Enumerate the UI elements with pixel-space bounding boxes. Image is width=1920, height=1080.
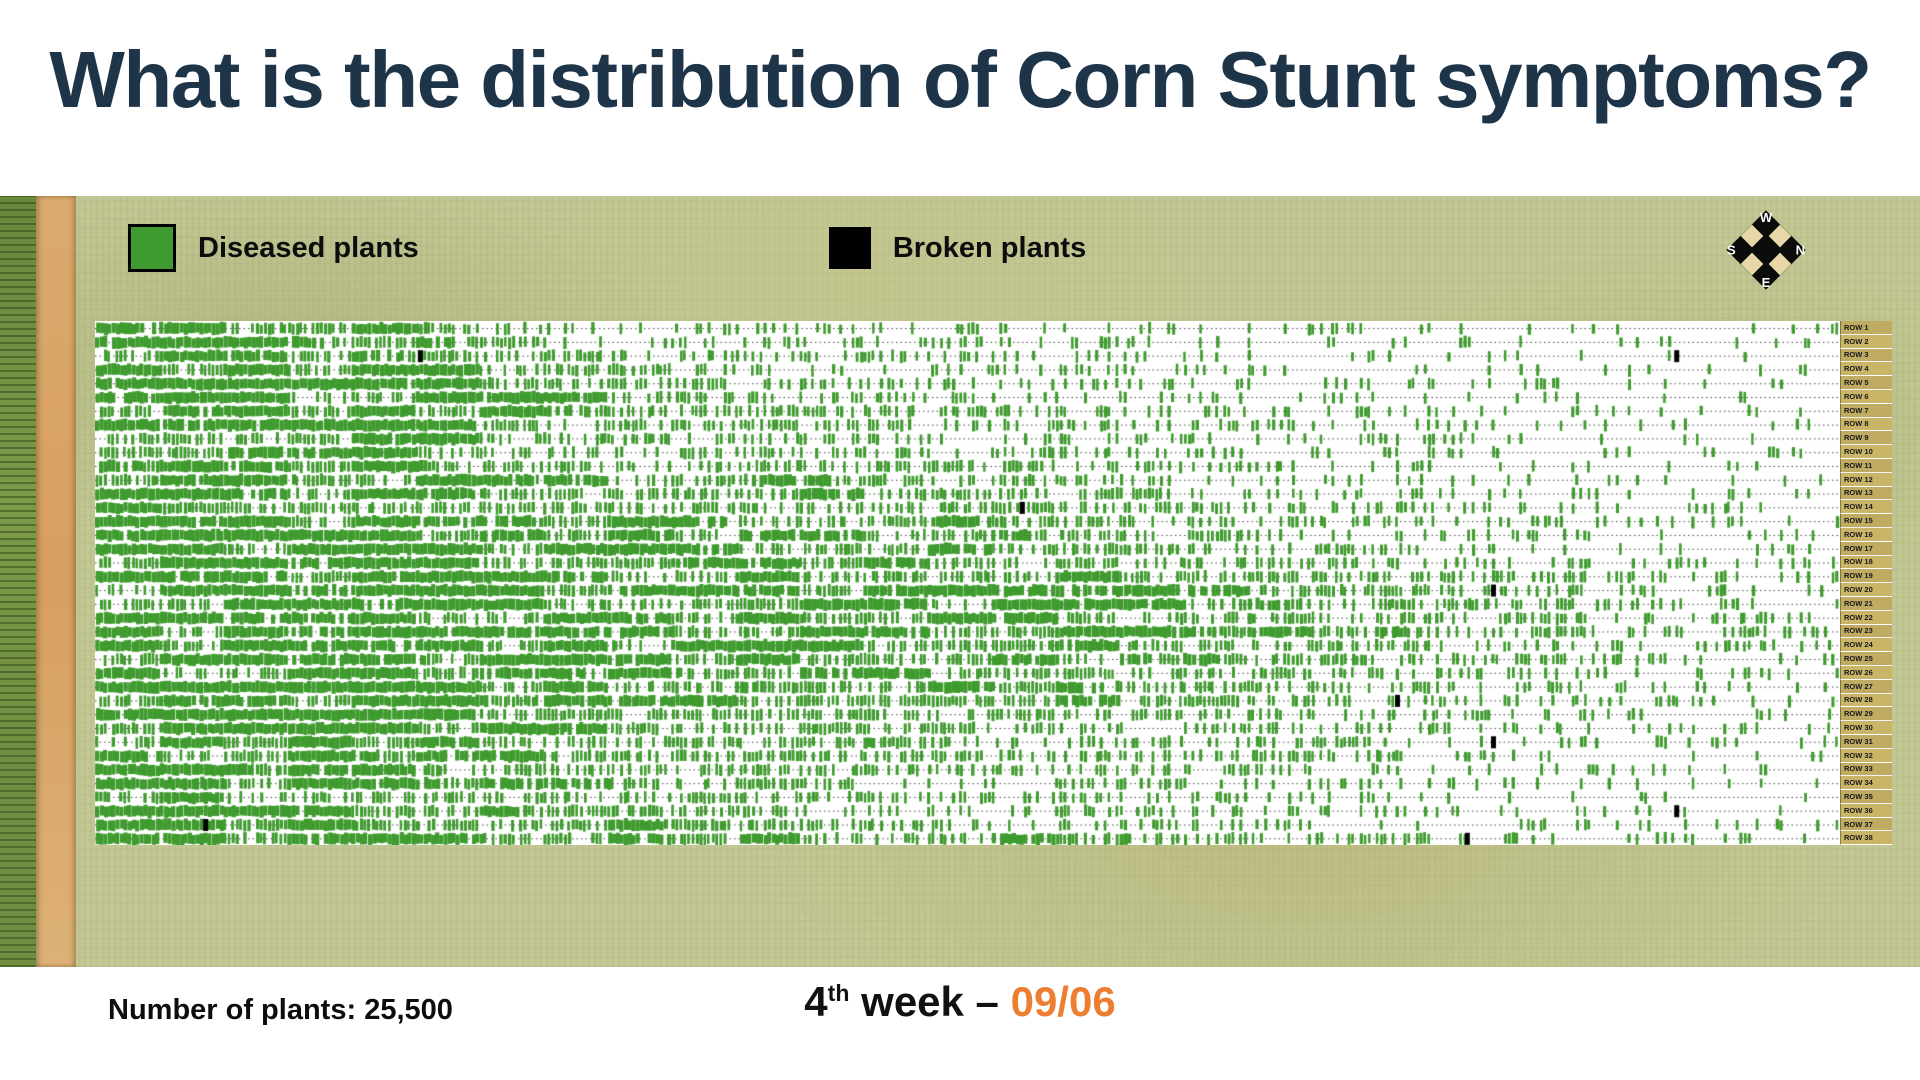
compass-north-label: N [1795,242,1805,258]
page-title: What is the distribution of Corn Stunt s… [49,35,1872,124]
left-crop-strip [0,196,36,967]
row-label: ROW 14 [1840,500,1892,515]
row-label: ROW 29 [1840,707,1892,722]
week-date: 09/06 [1010,978,1116,1025]
row-label: ROW 5 [1840,376,1892,390]
field-map: ROW 1 ROW 2 ROW 3 ROW 4 ROW 5 ROW 6 ROW 7 ROW 8… [95,321,1892,846]
row-label: ROW 26 [1840,665,1892,680]
row-label: ROW 11 [1840,458,1892,473]
compass-rose-icon: W N E S [1724,208,1808,292]
row-label: ROW 35 [1840,790,1892,804]
row-label: ROW 38 [1840,831,1892,846]
compass-south-label: S [1727,242,1736,258]
legend-item-diseased: Diseased plants [128,224,419,272]
row-label: ROW 16 [1840,527,1892,542]
row-label: ROW 20 [1840,583,1892,597]
row-label: ROW 17 [1840,541,1892,556]
row-label: ROW 21 [1840,596,1892,611]
legend-item-broken: Broken plants [828,227,1087,269]
plant-count-value: 25,500 [364,994,453,1026]
row-labels: ROW 1 ROW 2 ROW 3 ROW 4 ROW 5 ROW 6 ROW 7 ROW 8… [1840,321,1892,846]
row-label: ROW 1 [1840,321,1892,335]
legend: Diseased plants Broken plants [128,224,1086,272]
row-label: ROW 7 [1840,403,1892,418]
row-label: ROW 19 [1840,569,1892,584]
dirt-road [36,196,76,967]
plant-marks-canvas [95,321,1840,845]
row-label: ROW 23 [1840,624,1892,639]
row-label: ROW 22 [1840,610,1892,625]
row-label: ROW 4 [1840,362,1892,377]
row-label: ROW 33 [1840,762,1892,777]
plant-count: Number of plants: 25,500 [108,994,453,1027]
row-label: ROW 12 [1840,472,1892,487]
row-label: ROW 2 [1840,334,1892,349]
legend-label-broken: Broken plants [892,231,1087,264]
week-ordinal: th [827,980,850,1006]
row-label: ROW 25 [1840,652,1892,666]
week-text: week – [849,978,1011,1025]
row-label: ROW 30 [1840,721,1892,735]
row-label: ROW 32 [1840,748,1892,763]
row-label: ROW 36 [1840,803,1892,818]
row-label: ROW 6 [1840,389,1892,404]
row-label: ROW 13 [1840,486,1892,501]
row-label: ROW 3 [1840,348,1892,363]
row-label: ROW 37 [1840,817,1892,832]
compass-west-label: W [1759,210,1773,225]
compass-east-label: E [1761,275,1771,290]
row-label: ROW 8 [1840,417,1892,432]
row-label: ROW 28 [1840,693,1892,708]
week-info: 4th week – 09/06 [804,978,1115,1026]
plant-count-label: Number of plants: [108,994,357,1026]
aerial-field-photo: Diseased plants Broken plants W N E S RO… [0,196,1920,967]
diseased-swatch-icon [128,224,176,272]
row-label: ROW 34 [1840,776,1892,791]
row-label: ROW 15 [1840,514,1892,528]
broken-swatch-icon [828,227,871,269]
row-label: ROW 27 [1840,679,1892,694]
row-label: ROW 18 [1840,555,1892,570]
row-label: ROW 10 [1840,445,1892,459]
legend-label-diseased: Diseased plants [198,231,419,264]
row-label: ROW 31 [1840,734,1892,749]
row-label: ROW 24 [1840,638,1892,653]
week-number: 4 [804,978,828,1025]
row-label: ROW 9 [1840,431,1892,446]
